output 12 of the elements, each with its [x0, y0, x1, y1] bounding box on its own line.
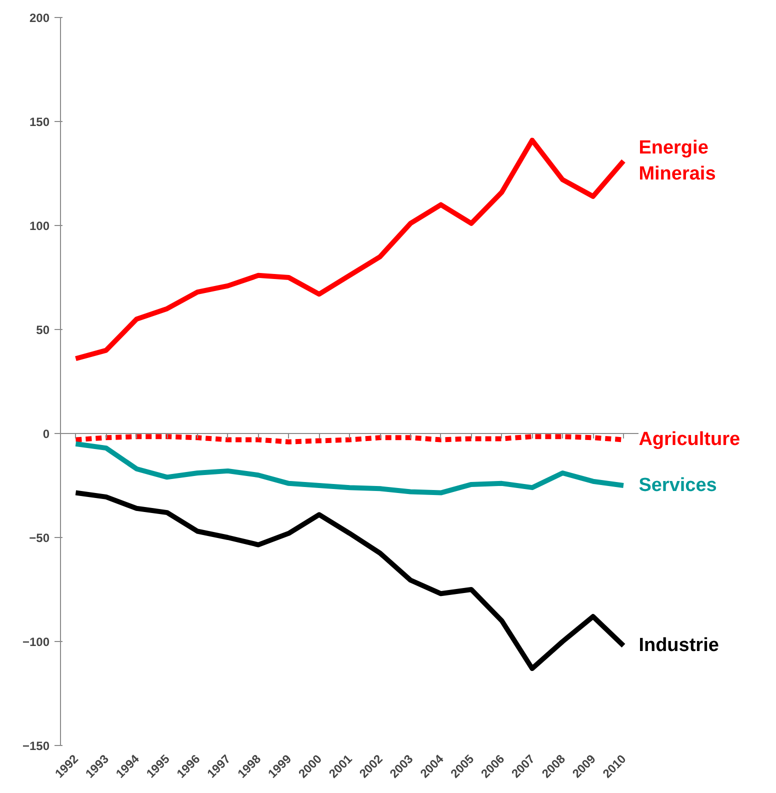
y-tick-label: 0 — [42, 427, 50, 441]
series-label: Agriculture — [638, 429, 740, 450]
y-tick-label: −100 — [22, 635, 50, 649]
y-tick-label: −150 — [22, 739, 50, 753]
y-tick-label: 100 — [29, 219, 50, 233]
y-tick-label: 150 — [29, 115, 50, 129]
y-tick-label: 200 — [29, 11, 50, 25]
series-label: Services — [638, 475, 717, 496]
series-label: Industrie — [638, 635, 719, 656]
y-tick-label: 50 — [36, 323, 50, 337]
y-tick-label: −50 — [29, 531, 50, 545]
series-label: Energie Minerais — [638, 137, 716, 185]
